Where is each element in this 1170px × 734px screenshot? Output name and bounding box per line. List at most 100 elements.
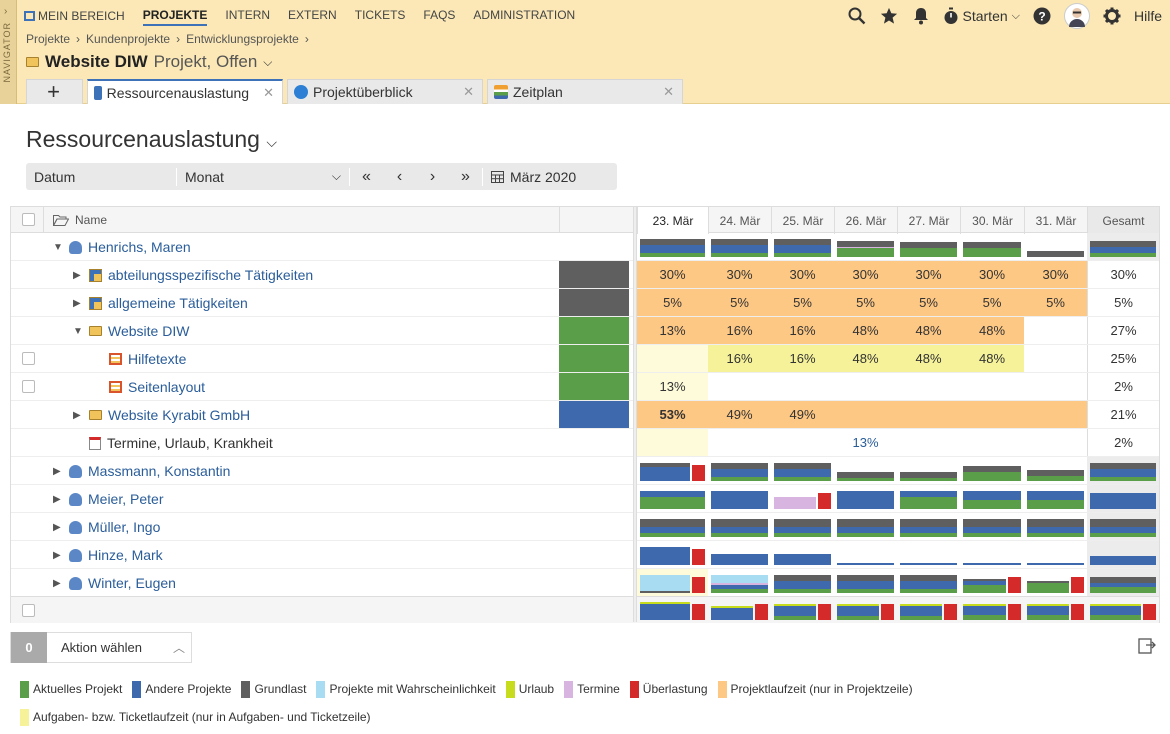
expand-icon[interactable]: ▶ bbox=[73, 297, 81, 309]
row-label[interactable]: Seitenlayout bbox=[93, 379, 205, 395]
project-title[interactable]: Website DIW Projekt, Offen ⌵ bbox=[26, 52, 272, 72]
tab-zeitplan[interactable]: Zeitplan ✕ bbox=[487, 79, 683, 104]
tab-projektueberblick[interactable]: Projektüberblick ✕ bbox=[287, 79, 483, 104]
legend-label: Urlaub bbox=[518, 682, 555, 696]
load-bar-segment bbox=[774, 616, 816, 620]
row-label[interactable]: ▶ Massmann, Konstantin bbox=[53, 463, 230, 479]
row-label[interactable]: ▼ Henrichs, Maren bbox=[53, 239, 191, 255]
person-row[interactable]: ▶ Meier, Peter bbox=[11, 485, 1159, 513]
first-page-icon[interactable]: « bbox=[362, 167, 371, 185]
person-row[interactable]: ▶ Winter, Eugen bbox=[11, 569, 1159, 597]
person-row[interactable]: ▶ Müller, Ingo bbox=[11, 513, 1159, 541]
row-label[interactable]: ▶ allgemeine Tätigkeiten bbox=[73, 295, 248, 311]
page-title[interactable]: Ressourcenauslastung ⌵ bbox=[26, 126, 277, 153]
collapse-icon[interactable]: ▼ bbox=[53, 241, 63, 253]
row-name: allgemeine Tätigkeiten bbox=[108, 295, 248, 311]
row-label[interactable]: ▶ Website Kyrabit GmbH bbox=[73, 407, 250, 423]
expand-icon[interactable]: ▶ bbox=[73, 269, 81, 281]
row-checkbox[interactable] bbox=[22, 604, 35, 617]
last-page-icon[interactable]: » bbox=[461, 167, 470, 185]
menu-extern[interactable]: EXTERN bbox=[288, 8, 337, 22]
row-label[interactable]: ▼ Website DIW bbox=[73, 323, 189, 339]
expand-icon[interactable]: ▶ bbox=[73, 409, 81, 421]
row-checkbox[interactable] bbox=[22, 380, 35, 393]
header-tools: Starten ⌵ ? Hilfe bbox=[847, 3, 1162, 29]
breadcrumb-item[interactable]: Projekte bbox=[26, 32, 71, 46]
period-picker[interactable]: März 2020 bbox=[483, 163, 584, 190]
person-row[interactable]: ▶ Massmann, Konstantin bbox=[11, 457, 1159, 485]
load-bar-segment bbox=[774, 253, 831, 257]
row-label[interactable]: ▶ Winter, Eugen bbox=[53, 575, 176, 591]
cell-value: 48% bbox=[915, 323, 942, 338]
menu-projekte[interactable]: PROJEKTE bbox=[142, 6, 208, 26]
menu-intern[interactable]: INTERN bbox=[225, 8, 271, 22]
expand-icon[interactable]: ▶ bbox=[53, 465, 61, 477]
prev-page-icon[interactable]: ‹ bbox=[396, 167, 403, 185]
help-link[interactable]: Hilfe bbox=[1133, 8, 1162, 24]
table-row[interactable]: Seitenlayout 13% 2% bbox=[11, 373, 1159, 401]
splitter-handle[interactable] bbox=[633, 207, 637, 622]
star-icon[interactable] bbox=[879, 6, 899, 26]
task-duration-bar bbox=[637, 373, 708, 400]
gear-icon[interactable] bbox=[1102, 6, 1122, 26]
navigator-toggle[interactable]: › NAVIGATOR bbox=[0, 0, 17, 104]
table-row[interactable]: ▶ abteilungsspezifische Tätigkeiten 30% 30%… bbox=[11, 261, 1159, 289]
export-icon[interactable] bbox=[1138, 636, 1156, 659]
expand-icon[interactable]: ▶ bbox=[53, 493, 61, 505]
expand-icon[interactable]: ▶ bbox=[53, 521, 61, 533]
cell-value bbox=[1024, 401, 1087, 428]
menu-administration[interactable]: ADMINISTRATION bbox=[473, 8, 576, 22]
add-tab-button[interactable]: + bbox=[26, 79, 83, 104]
name-header-label: Name bbox=[75, 213, 108, 227]
help-icon[interactable]: ? bbox=[1032, 6, 1052, 26]
breadcrumb-item[interactable]: Entwicklungsprojekte bbox=[186, 32, 299, 46]
name-column-header[interactable]: Name bbox=[53, 213, 107, 227]
collapse-icon[interactable]: ▼ bbox=[73, 325, 83, 337]
cell-value: 48% bbox=[978, 323, 1006, 338]
table-row[interactable]: ▶ allgemeine Tätigkeiten 5% 5% 5% 5% 5% 5% 5% 5% bbox=[11, 289, 1159, 317]
row-label[interactable]: ▶ Hinze, Mark bbox=[53, 547, 163, 563]
resource-table: Name 23. Mär 24. Mär 25. Mär 26. Mär 27. Mär… bbox=[10, 206, 1160, 623]
legend-label: Grundlast bbox=[254, 682, 307, 696]
tab-ressourcenauslastung[interactable]: Ressourcenauslastung ✕ bbox=[87, 79, 283, 104]
expand-icon[interactable]: ▶ bbox=[53, 549, 61, 561]
load-bar-segment bbox=[711, 554, 768, 565]
expand-icon[interactable]: ▶ bbox=[53, 577, 61, 589]
row-label[interactable]: Hilfetexte bbox=[93, 351, 186, 367]
legend-item: Aufgaben- bzw. Ticketlaufzeit (nur in Au… bbox=[20, 706, 371, 729]
starten-menu[interactable]: Starten ⌵ bbox=[943, 7, 1020, 25]
close-icon[interactable]: ✕ bbox=[663, 84, 674, 99]
legend-item: Projekte mit Wahrscheinlichkeit bbox=[316, 678, 496, 701]
row-label[interactable]: Termine, Urlaub, Krankheit bbox=[73, 435, 273, 451]
person-row[interactable]: ▼ Henrichs, Maren bbox=[11, 233, 1159, 261]
action-select[interactable]: 0 Aktion wählen ︿ bbox=[10, 632, 192, 663]
row-label[interactable]: ▶ Müller, Ingo bbox=[53, 519, 160, 535]
menu-tickets[interactable]: TICKETS bbox=[354, 8, 406, 22]
next-page-icon[interactable]: › bbox=[429, 167, 436, 185]
load-bar-segment bbox=[774, 245, 831, 253]
table-row[interactable]: Hilfetexte 16% 16% 48% 48% 48% 25% bbox=[11, 345, 1159, 373]
table-row[interactable]: ▶ Website Kyrabit GmbH 53% 49% 49% 21% bbox=[11, 401, 1159, 429]
menu-mein-bereich[interactable]: MEIN BEREICH bbox=[24, 6, 125, 26]
row-checkbox[interactable] bbox=[22, 352, 35, 365]
breadcrumb-item[interactable]: Kundenprojekte bbox=[86, 32, 171, 46]
row-color-swatch bbox=[559, 345, 629, 372]
load-bar-segment bbox=[711, 583, 768, 585]
cell-value: 48% bbox=[978, 351, 1006, 366]
select-all-checkbox[interactable] bbox=[22, 213, 35, 226]
close-icon[interactable]: ✕ bbox=[463, 84, 474, 99]
breadcrumb: Projekte › Kundenprojekte › Entwicklungspr… bbox=[26, 32, 309, 46]
bell-icon[interactable] bbox=[911, 6, 931, 26]
person-row[interactable]: ▶ Hinze, Mark bbox=[11, 541, 1159, 569]
menu-faqs[interactable]: FAQS bbox=[423, 8, 456, 22]
close-icon[interactable]: ✕ bbox=[263, 84, 274, 100]
table-row[interactable]: ▼ Website DIW 13% 16% 16% 48% 48% 48% 27% bbox=[11, 317, 1159, 345]
legend-label: Andere Projekte bbox=[145, 682, 232, 696]
table-row[interactable]: Termine, Urlaub, Krankheit 13% 2% bbox=[11, 429, 1159, 457]
user-avatar[interactable] bbox=[1063, 3, 1090, 29]
row-label[interactable]: ▶ abteilungsspezifische Tätigkeiten bbox=[73, 267, 313, 283]
row-label[interactable]: ▶ Meier, Peter bbox=[53, 491, 163, 507]
search-icon[interactable] bbox=[847, 6, 867, 26]
unit-select[interactable]: Monat ⌵ bbox=[177, 163, 349, 190]
column-header-1: 24. Mär bbox=[708, 207, 771, 234]
